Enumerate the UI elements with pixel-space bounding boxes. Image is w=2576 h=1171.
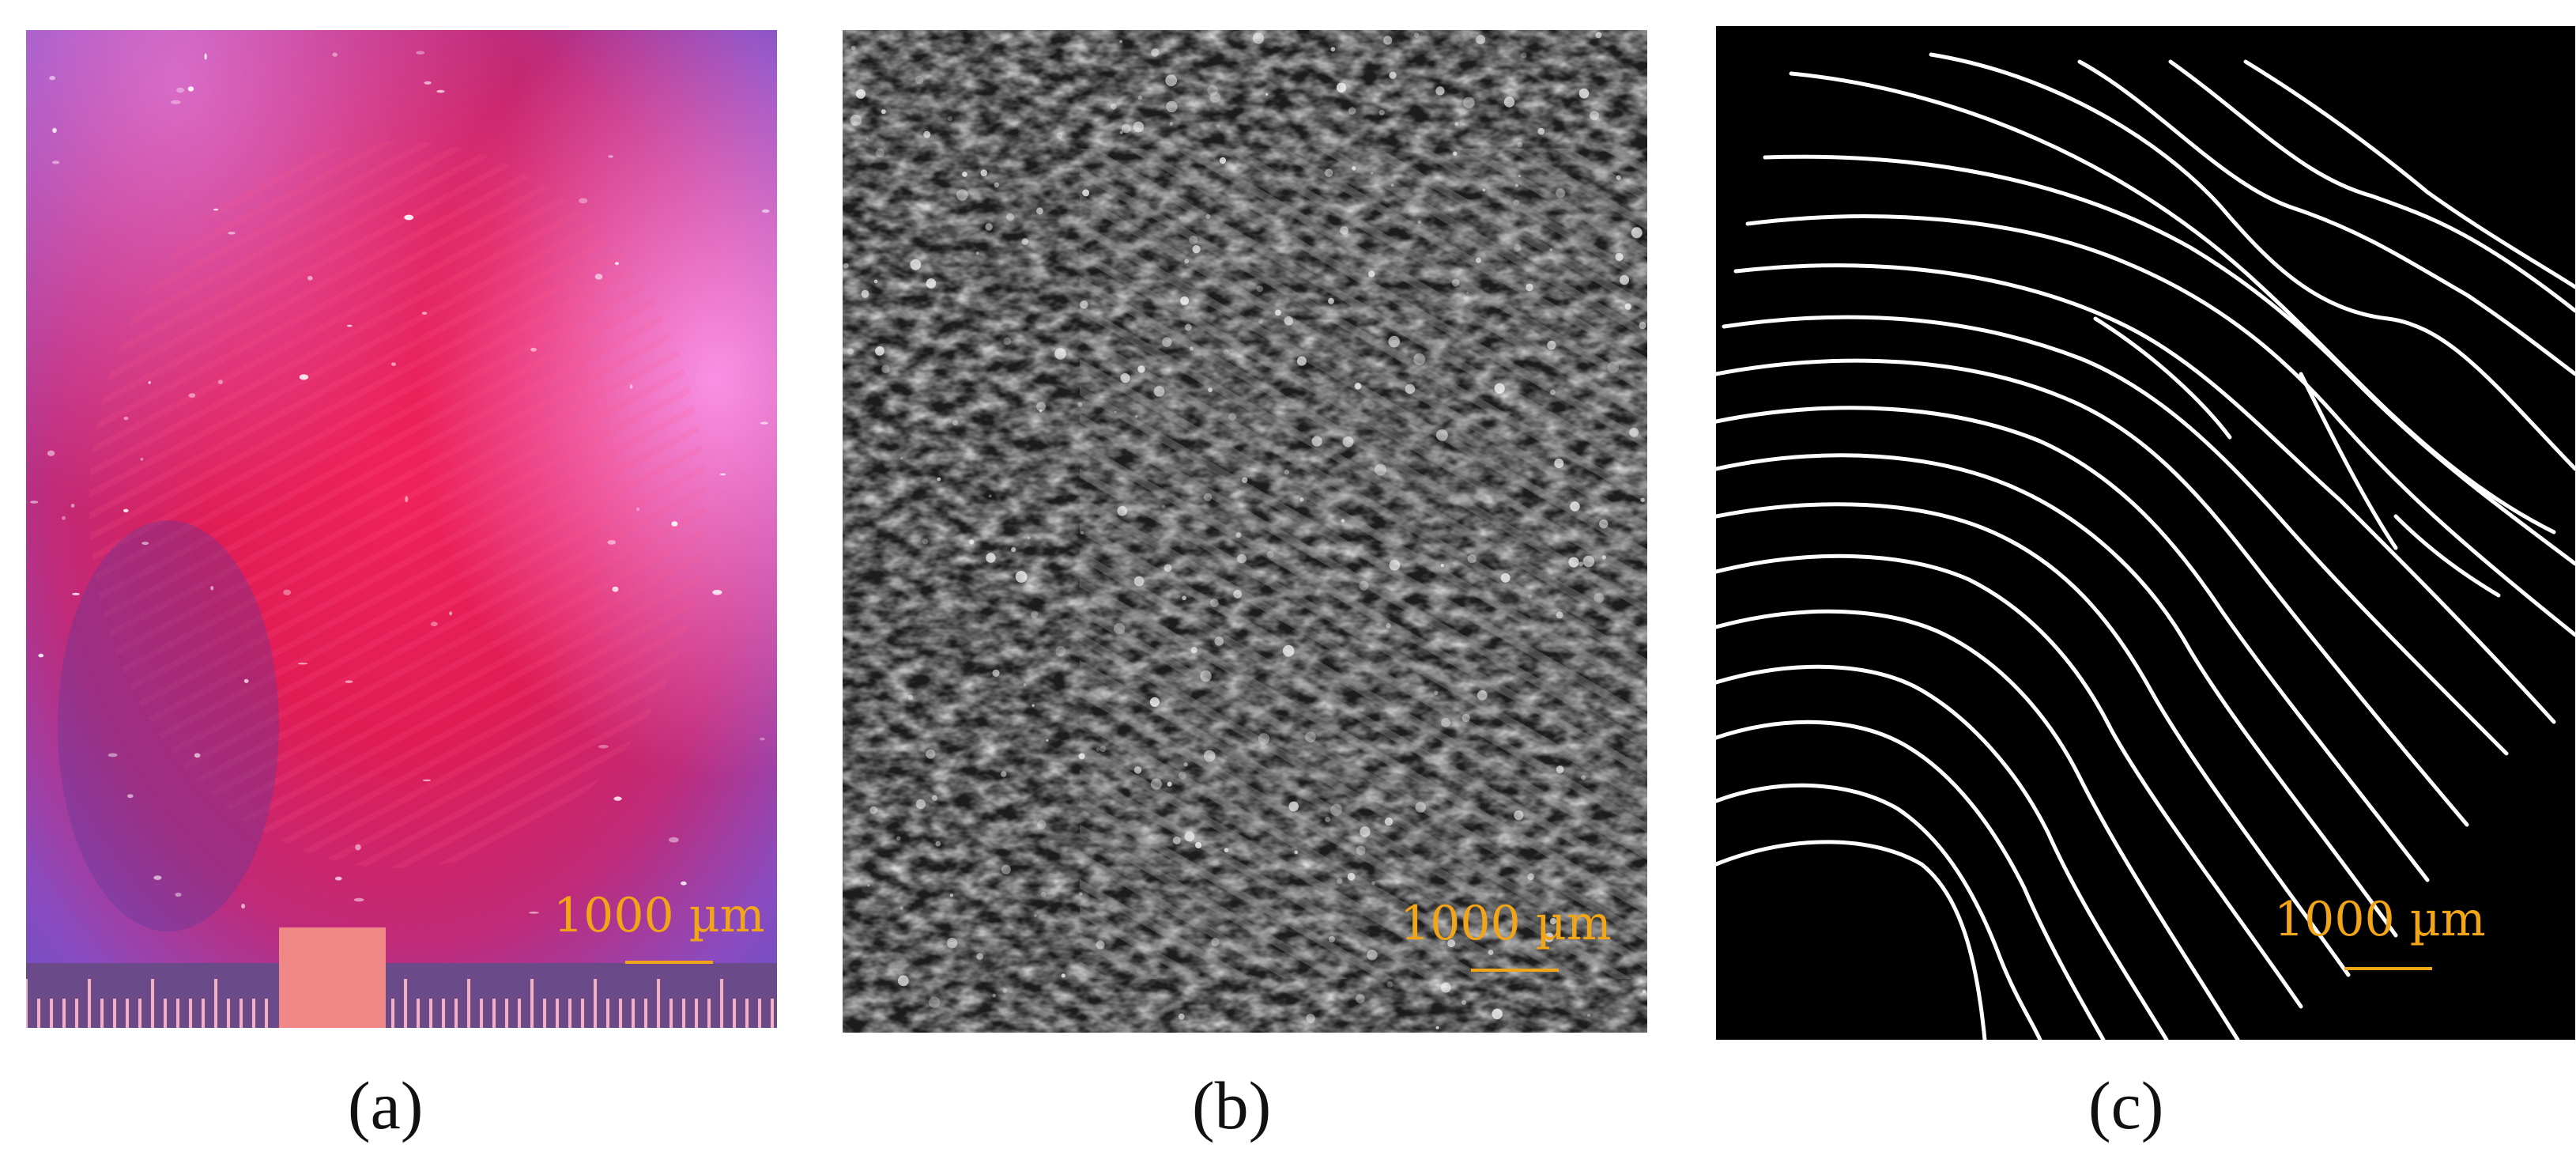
panel-b-image (843, 30, 1647, 1033)
panel-b-specks (843, 32, 1646, 1029)
panel-a-photo: 1000 µm (26, 30, 777, 1028)
panel-a-image (26, 30, 777, 1028)
panel-c-ridge-skeleton: 1000 µm (1716, 26, 2575, 1040)
scale-bar-label-c: 1000 µm (2274, 892, 2486, 947)
caption-a: (a) (348, 1067, 424, 1143)
caption-b: (b) (1192, 1067, 1272, 1143)
scale-bar-label-a: 1000 µm (553, 888, 765, 943)
panel-b-grayscale: 1000 µm (843, 30, 1647, 1033)
scale-bar-a (625, 961, 713, 964)
caption-c: (c) (2088, 1067, 2164, 1143)
panel-c-image (1716, 26, 2575, 1040)
panel-a-ruler (26, 979, 774, 1028)
ridge-lines (1716, 52, 2575, 1040)
scale-bar-label-b: 1000 µm (1400, 896, 1612, 951)
scale-bar-c (2344, 967, 2432, 970)
scale-bar-b (1471, 969, 1559, 972)
panel-a-specks (30, 51, 770, 914)
